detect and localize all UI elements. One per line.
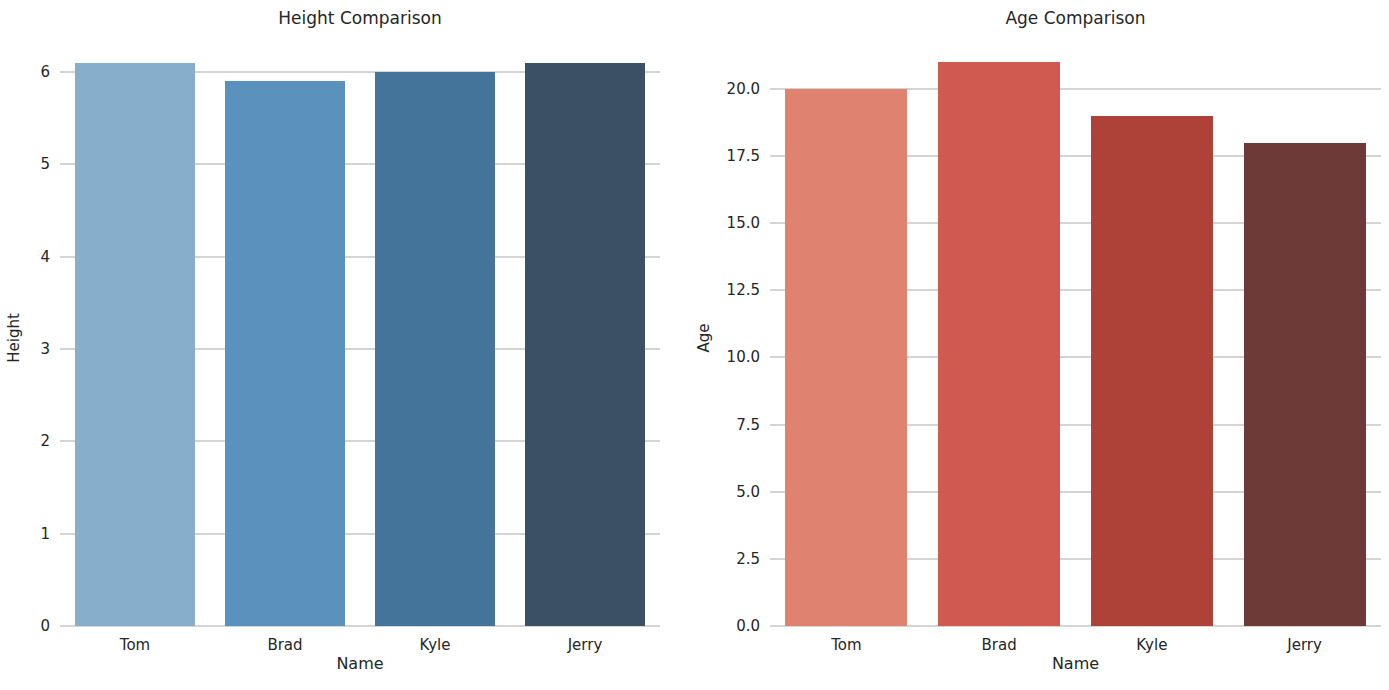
y-tick-label: 4	[0, 248, 50, 266]
bar-kyle	[375, 72, 495, 626]
x-tick-label: Jerry	[510, 636, 660, 654]
y-tick-label: 2	[0, 432, 50, 450]
bar-brad	[938, 62, 1060, 626]
y-tick-label: 6	[0, 63, 50, 81]
y-tick-label: 12.5	[700, 281, 760, 299]
y-tick-label: 3	[0, 340, 50, 358]
y-tick-label: 1	[0, 525, 50, 543]
y-tick-label: 7.5	[700, 416, 760, 434]
x-tick-label: Jerry	[1228, 636, 1381, 654]
y-tick-label: 5	[0, 155, 50, 173]
bar-tom	[75, 63, 195, 626]
y-tick-label: 17.5	[700, 147, 760, 165]
figure-canvas: Height Comparison Height Name Age Compar…	[0, 0, 1389, 690]
y-tick-label: 15.0	[700, 214, 760, 232]
x-tick-label: Brad	[923, 636, 1076, 654]
x-tick-label: Brad	[210, 636, 360, 654]
height-chart-title: Height Comparison	[60, 8, 660, 28]
y-tick-label: 2.5	[700, 550, 760, 568]
height-chart-x-axis-label: Name	[60, 654, 660, 673]
age-chart-title: Age Comparison	[770, 8, 1381, 28]
x-tick-label: Tom	[60, 636, 210, 654]
y-tick-label: 10.0	[700, 348, 760, 366]
y-tick-label: 0	[0, 617, 50, 635]
y-tick-label: 20.0	[700, 80, 760, 98]
bar-jerry	[1244, 143, 1366, 626]
bar-kyle	[1091, 116, 1213, 626]
bar-tom	[785, 89, 907, 626]
x-tick-label: Kyle	[1076, 636, 1229, 654]
bar-brad	[225, 81, 345, 626]
x-tick-label: Kyle	[360, 636, 510, 654]
y-tick-label: 0.0	[700, 617, 760, 635]
bar-jerry	[525, 63, 645, 626]
age-chart-x-axis-label: Name	[770, 654, 1381, 673]
x-tick-label: Tom	[770, 636, 923, 654]
y-tick-label: 5.0	[700, 483, 760, 501]
